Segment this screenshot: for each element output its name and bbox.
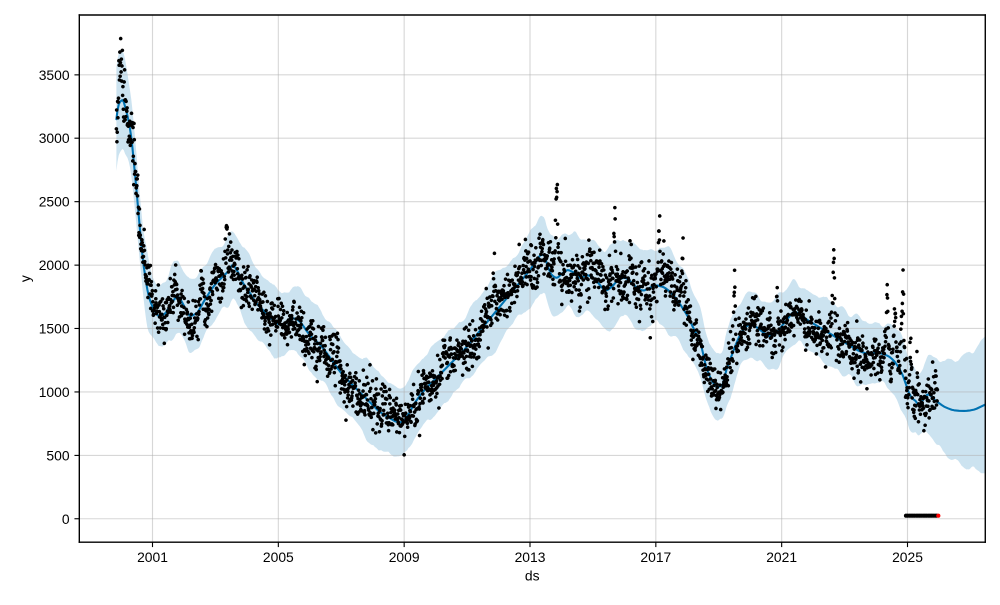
svg-text:y: y xyxy=(17,275,33,282)
svg-text:2500: 2500 xyxy=(39,194,70,210)
svg-text:3000: 3000 xyxy=(39,130,70,146)
svg-text:2017: 2017 xyxy=(640,549,671,565)
svg-text:2001: 2001 xyxy=(137,549,168,565)
svg-text:2013: 2013 xyxy=(515,549,546,565)
svg-text:2000: 2000 xyxy=(39,257,70,273)
svg-text:1000: 1000 xyxy=(39,384,70,400)
svg-text:2005: 2005 xyxy=(263,549,294,565)
svg-text:ds: ds xyxy=(525,567,540,583)
svg-text:0: 0 xyxy=(62,511,70,527)
svg-text:2025: 2025 xyxy=(892,549,923,565)
svg-text:3500: 3500 xyxy=(39,67,70,83)
svg-text:1500: 1500 xyxy=(39,321,70,337)
svg-text:500: 500 xyxy=(46,447,69,463)
svg-text:2009: 2009 xyxy=(389,549,420,565)
svg-text:2021: 2021 xyxy=(766,549,797,565)
